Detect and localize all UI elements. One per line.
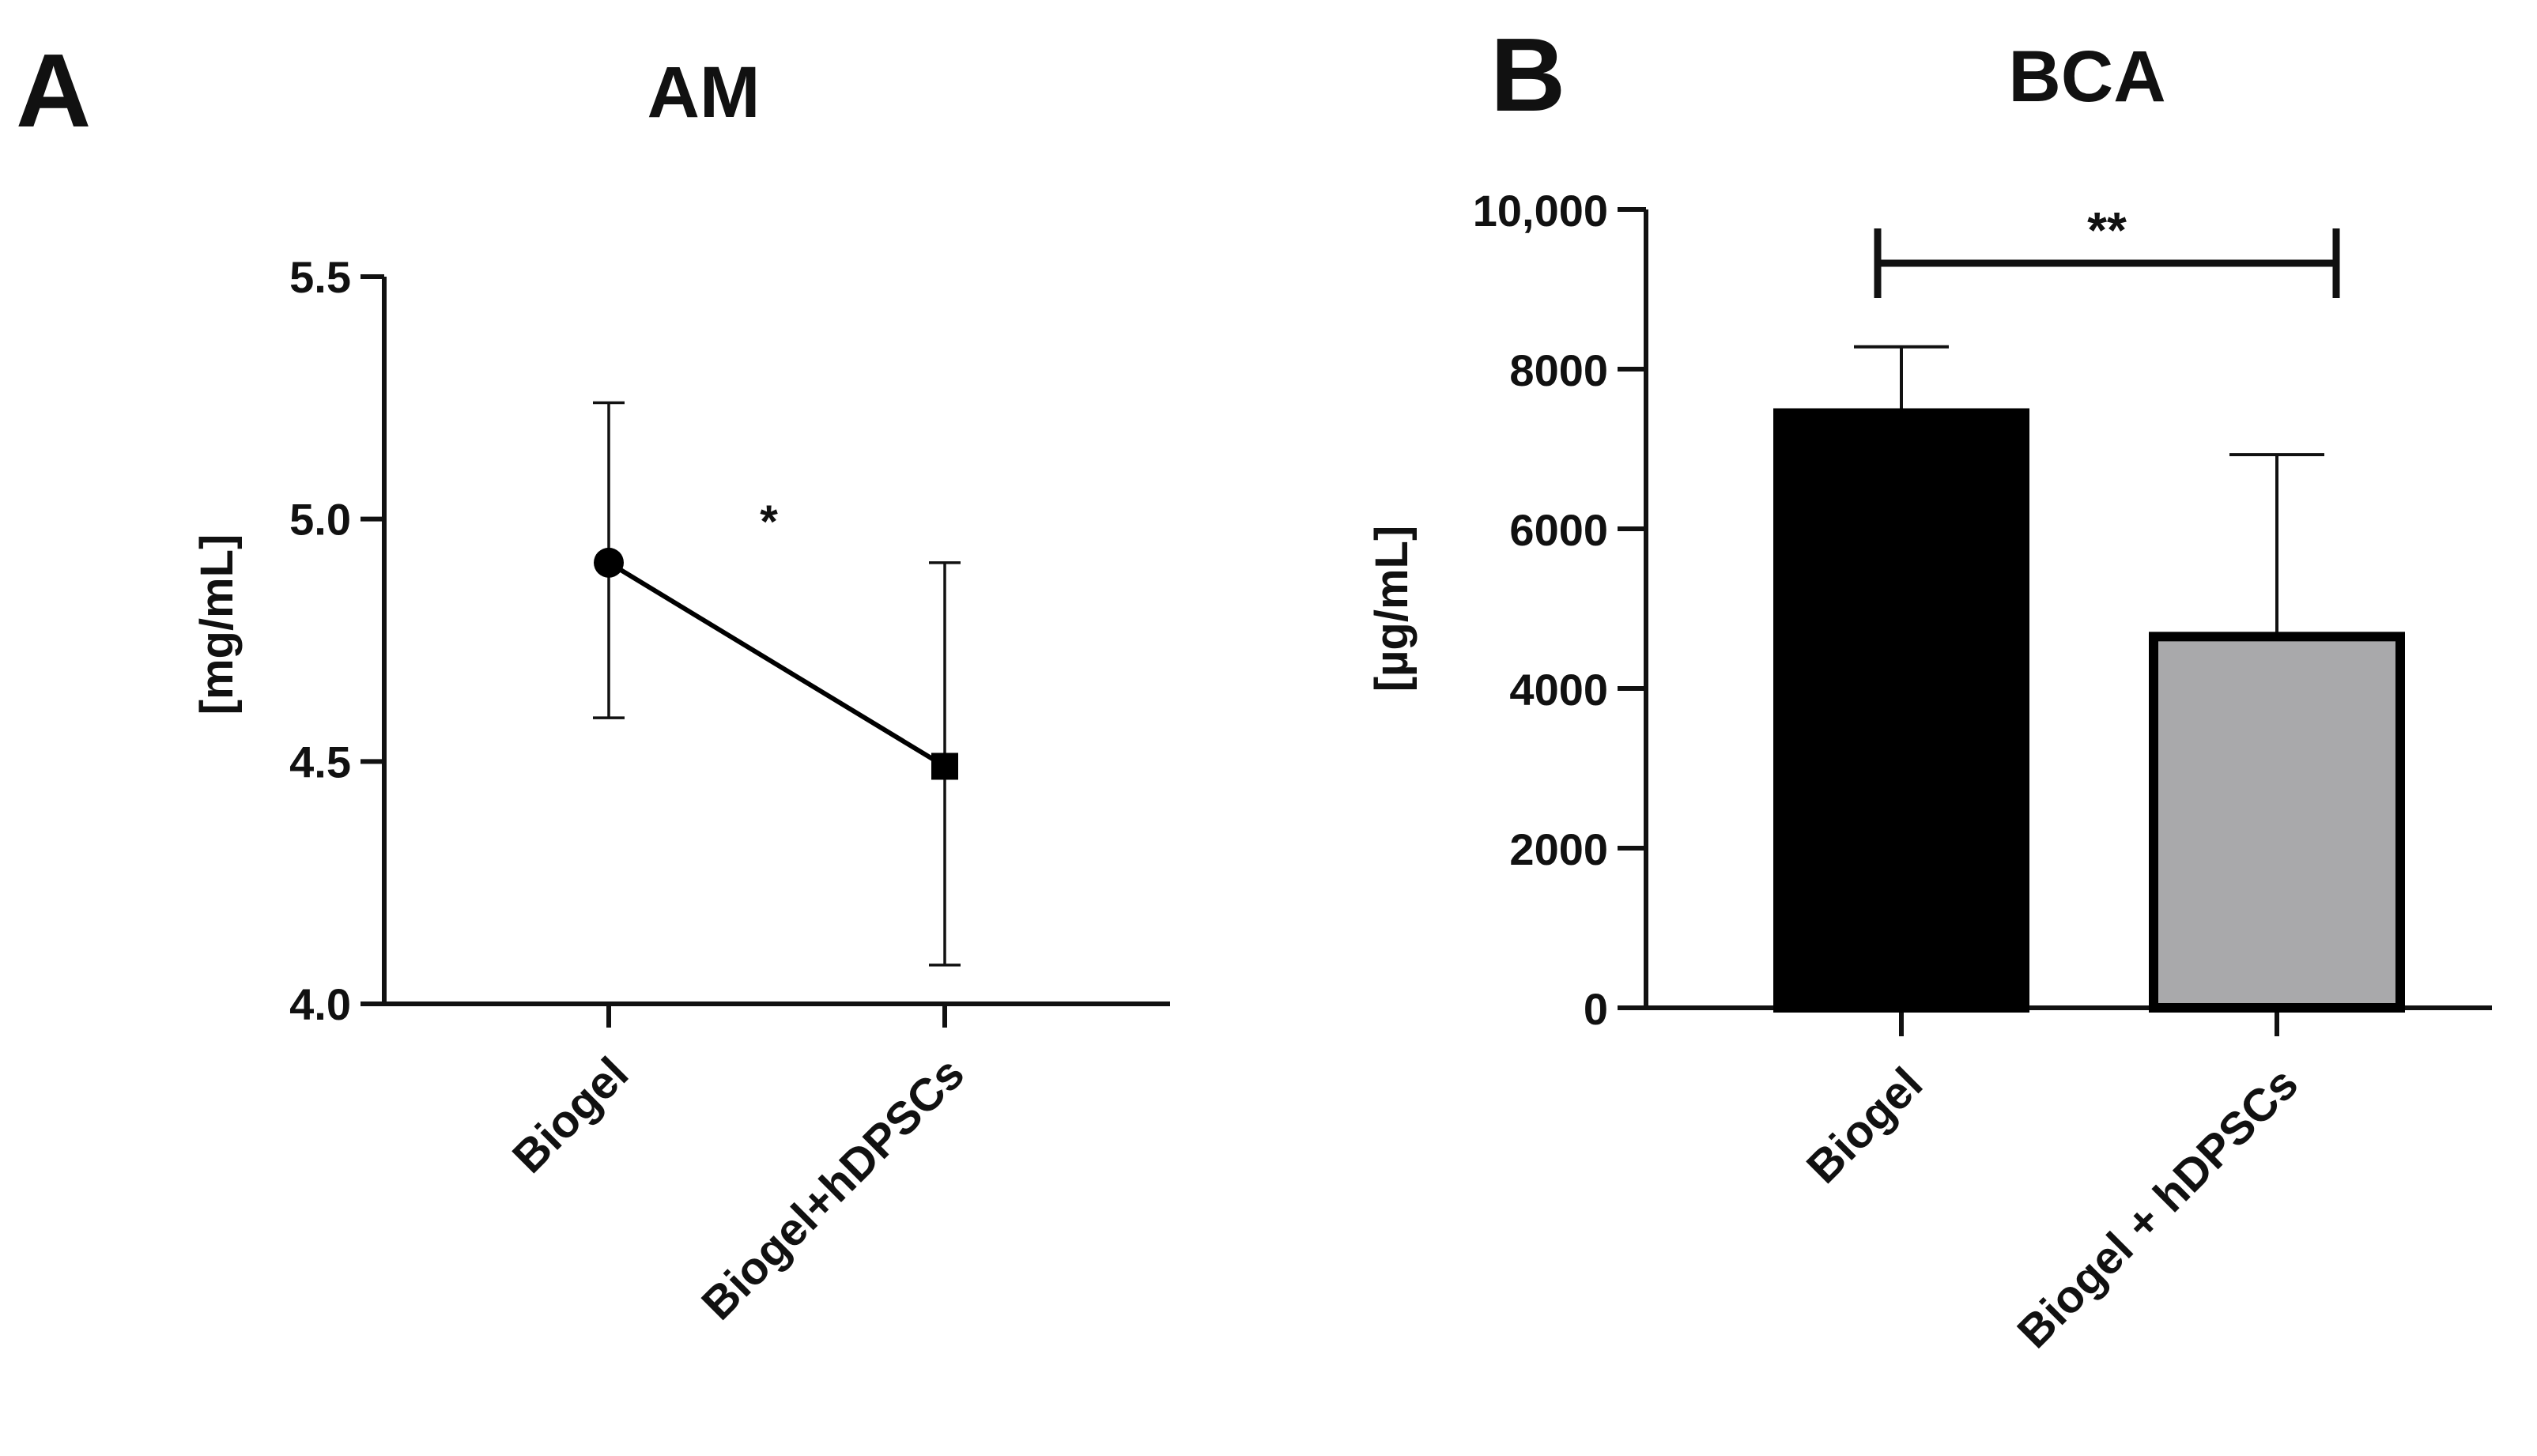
b-y-tick-label: 6000	[1509, 505, 1608, 555]
a-x-tick-label: Biogel+hDPSCs	[692, 1047, 974, 1330]
panel-a-axes: 4.0 4.5 5.0 5.5 Biogel Biogel+hDPSCs	[289, 252, 1170, 1330]
a-y-tick-label: 4.0	[289, 979, 351, 1029]
panel-b-ylabel: [µg/mL]	[1366, 526, 1418, 692]
panel-a: A AM [mg/mL] 4.0 4.5 5.0 5.5 Biogel Biogel+hD…	[16, 32, 1170, 1330]
a-y-tick-label: 4.5	[289, 737, 351, 786]
a-x-tick-label: Biogel	[503, 1047, 638, 1183]
a-point-circle	[594, 547, 624, 578]
panel-a-letter: A	[16, 32, 91, 149]
b-bar	[2149, 632, 2405, 1013]
b-y-tick-label: 0	[1584, 984, 1608, 1034]
panel-b-letter: B	[1490, 17, 1565, 133]
panel-b-marks: **	[1773, 202, 2405, 1013]
a-point-square	[931, 753, 958, 780]
a-significance-label: *	[760, 496, 778, 548]
a-y-tick-label: 5.5	[289, 252, 351, 302]
b-y-tick-label: 2000	[1509, 824, 1608, 874]
b-x-tick-label: Biogel + hDPSCs	[2007, 1058, 2308, 1358]
b-y-tick-label: 8000	[1509, 345, 1608, 395]
panel-b: B BCA [µg/mL] 0 2000 4000 6000 8000 10,000 Bio…	[1366, 17, 2492, 1358]
panel-a-ylabel: [mg/mL]	[191, 534, 243, 715]
b-y-tick-label: 10,000	[1473, 186, 1608, 236]
a-series-line	[607, 560, 946, 769]
panel-a-marks: *	[593, 401, 961, 967]
panel-b-title: BCA	[2008, 36, 2165, 117]
b-y-tick-label: 4000	[1509, 665, 1608, 715]
b-x-tick-label: Biogel	[1797, 1058, 1932, 1193]
b-bar	[1773, 408, 2029, 1013]
panel-a-title: AM	[647, 52, 760, 133]
b-significance-label: **	[2087, 202, 2127, 258]
a-y-tick-label: 5.0	[289, 495, 351, 545]
